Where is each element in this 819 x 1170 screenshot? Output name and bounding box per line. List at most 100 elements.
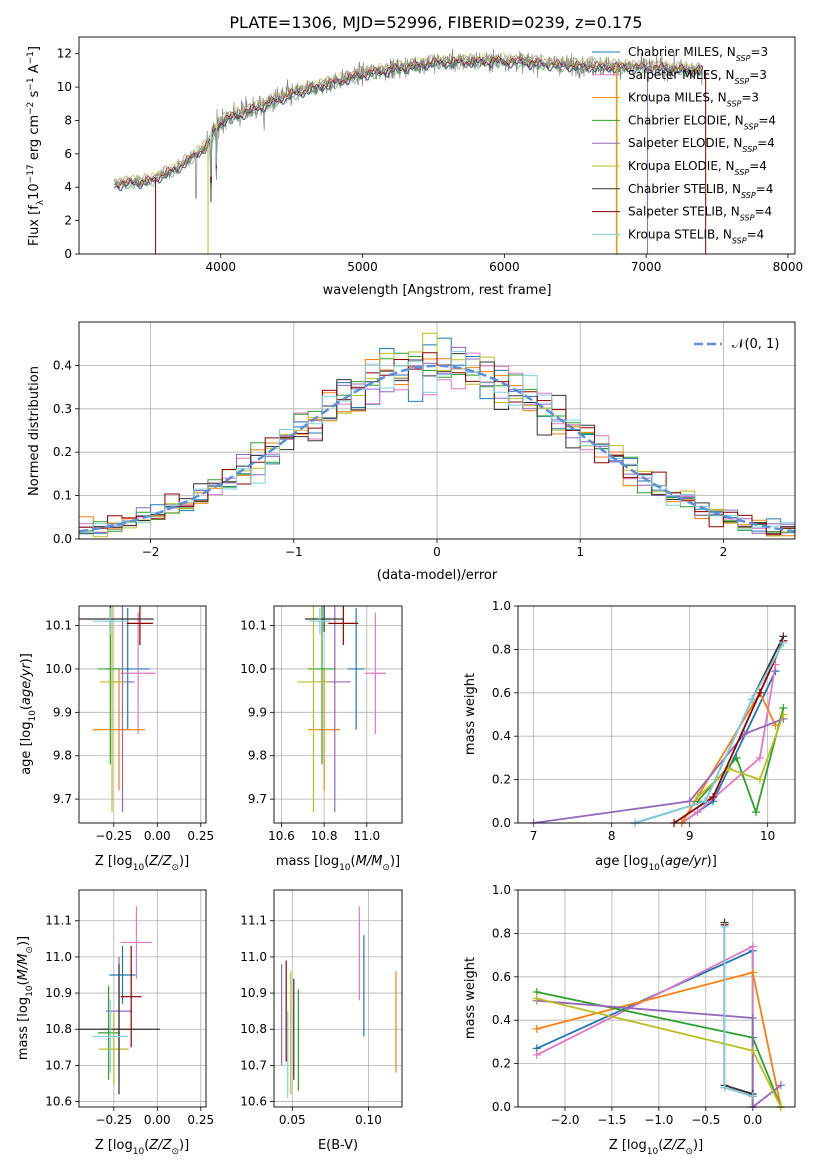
x-axis-label-part: ( bbox=[351, 854, 356, 869]
y-tick-label: 10.7 bbox=[240, 1058, 267, 1072]
y-tick-label: 1.0 bbox=[492, 883, 511, 897]
x-tick-label: 2 bbox=[720, 545, 728, 559]
y-tick-label: 11.1 bbox=[240, 914, 267, 928]
y-axis-label-part: )] bbox=[19, 653, 34, 663]
x-axis-label-part: 10 bbox=[133, 1147, 145, 1157]
y-axis-label: age [log10(age/yr)] bbox=[19, 653, 38, 775]
legend-label-sub: SSP bbox=[741, 190, 756, 199]
y-axis-label-part: erg cm bbox=[27, 115, 42, 164]
y-tick-label: 10.0 bbox=[240, 662, 267, 676]
legend-label-text: Chabrier ELODIE, N bbox=[628, 113, 744, 127]
legend-label-suffix: =3 bbox=[741, 91, 759, 105]
x-axis-label-part: ⊙ bbox=[171, 1147, 179, 1157]
x-tick-label: 0.25 bbox=[187, 1113, 214, 1127]
legend-label-sub: SSP bbox=[736, 54, 751, 63]
y-tick-label: 9.7 bbox=[248, 792, 267, 806]
y-tick-label: 9.9 bbox=[248, 705, 267, 719]
legend-label-kroupa_stelib: Kroupa STELIB, NSSP=4 bbox=[628, 227, 764, 245]
y-axis-label-part: −1 bbox=[26, 51, 36, 64]
y-tick-label: 9.7 bbox=[53, 792, 72, 806]
legend-label-kroupa_elodie: Kroupa ELODIE, NSSP=4 bbox=[628, 159, 767, 177]
x-tick-label: 6000 bbox=[489, 260, 520, 274]
y-tick-label: 2 bbox=[64, 214, 72, 228]
x-axis-label-part: Z/Z bbox=[662, 1138, 686, 1153]
x-tick-label: 4000 bbox=[206, 260, 237, 274]
x-axis-label-part: age/yr bbox=[665, 854, 708, 869]
mass-weight-marker-kroupa_stelib bbox=[748, 695, 757, 704]
mass-weight-marker-salpeter_miles bbox=[532, 1050, 541, 1059]
x-axis-label: age [log10(age/yr)] bbox=[595, 854, 717, 873]
legend-label-normal: 𝒩(0, 1) bbox=[732, 337, 779, 352]
mass-weight-marker-kroupa_elodie bbox=[532, 994, 541, 1003]
legend-label-chabrier_miles: Chabrier MILES, NSSP=3 bbox=[628, 45, 768, 63]
x-axis-label: E(B-V) bbox=[318, 1138, 358, 1153]
x-axis-label-part: 10 bbox=[339, 863, 351, 873]
mass-weight-marker-salpeter_miles bbox=[755, 753, 764, 762]
legend-label-text: Chabrier STELIB, N bbox=[628, 182, 741, 196]
x-tick-label: 11.0 bbox=[353, 829, 380, 843]
y-tick-label: 0 bbox=[64, 247, 72, 261]
x-tick-label: 7000 bbox=[631, 260, 662, 274]
axes-frame bbox=[78, 36, 796, 255]
y-axis-label: Normed distribution bbox=[27, 366, 42, 496]
x-axis-label-part: ⊙ bbox=[382, 863, 390, 873]
legend-label-text: Kroupa STELIB, N bbox=[628, 227, 732, 241]
model-spectrum-chabrier_miles bbox=[114, 58, 703, 192]
mass-weight-line-chabrier_miles bbox=[536, 949, 754, 1107]
x-tick-label: −2 bbox=[142, 545, 160, 559]
y-axis-label-part: ] bbox=[27, 46, 42, 51]
x-tick-label: −0.25 bbox=[95, 1113, 132, 1127]
legend-label-text: Salpeter STELIB, N bbox=[628, 205, 740, 219]
y-tick-label: 10.8 bbox=[240, 1022, 267, 1036]
mass-weight-vs-metallicity-panel: −2.0 −1.5 −1.0 −0.5 0.0 0.0 0.2 0.4 0.6 0.8 1.0 Z [… bbox=[463, 883, 796, 1157]
x-axis-label-part: Z [log bbox=[609, 1138, 647, 1153]
y-tick-label: 1.0 bbox=[492, 599, 511, 613]
legend-label-sub: SSP bbox=[740, 213, 755, 222]
x-axis-label: (data-model)/error bbox=[377, 568, 498, 583]
mass-weight-marker-kroupa_elodie bbox=[748, 1046, 757, 1055]
mass-weight-line-kroupa_stelib bbox=[634, 642, 785, 823]
y-tick-label: 0.3 bbox=[53, 402, 72, 416]
x-axis-label-part: ⊙ bbox=[685, 1147, 693, 1157]
legend-label-text: Chabrier MILES, N bbox=[628, 45, 736, 59]
legend-label-suffix: =4 bbox=[749, 159, 767, 173]
y-tick-label: 0.6 bbox=[492, 686, 511, 700]
y-axis-label-part: Flux [f bbox=[27, 205, 42, 246]
legend-label-sub: SSP bbox=[735, 168, 750, 177]
axes-frame bbox=[273, 889, 403, 1108]
legend-label-sub: SSP bbox=[727, 99, 742, 108]
y-tick-label: 0.4 bbox=[53, 358, 72, 372]
y-tick-label: 11.1 bbox=[45, 914, 72, 928]
y-axis-label: mass weight bbox=[463, 673, 478, 755]
spectrum-panel: 4000 5000 6000 7000 8000 0 2 4 6 8 10 12 wavelength … bbox=[26, 36, 804, 298]
x-axis-label-part: )] bbox=[390, 854, 400, 869]
axes-frame bbox=[273, 605, 403, 824]
x-axis-label-part: ( bbox=[144, 1138, 149, 1153]
legend-label-suffix: =4 bbox=[756, 182, 774, 196]
mass-weight-marker-salpeter_stelib bbox=[755, 688, 764, 697]
y-axis-label-part: λ bbox=[36, 199, 46, 205]
y-axis-label: Flux [fλ10−17 erg cm−2 s−1 A−1] bbox=[26, 46, 46, 246]
y-axis-label-part: −2 bbox=[26, 102, 36, 115]
mass-weight-line-salpeter_miles bbox=[681, 664, 777, 823]
x-tick-label: 8000 bbox=[773, 260, 804, 274]
legend-label-chabrier_elodie: Chabrier ELODIE, NSSP=4 bbox=[628, 113, 776, 130]
legend-label-sub: SSP bbox=[742, 145, 757, 154]
mass-weight-marker-kroupa_miles bbox=[748, 968, 757, 977]
y-tick-label: 9.8 bbox=[248, 749, 267, 763]
x-axis-label-part: )] bbox=[179, 854, 189, 869]
model-spectrum-chabrier_elodie bbox=[114, 58, 703, 190]
model-spectrum-salpeter_stelib bbox=[114, 56, 704, 189]
model-spectrum-salpeter_elodie bbox=[114, 55, 703, 188]
mass-weight-line-salpeter_stelib bbox=[723, 924, 753, 1098]
x-axis-label-part: 10 bbox=[133, 863, 145, 873]
x-axis-label-part: ( bbox=[658, 1138, 663, 1153]
y-axis-label-part: ( bbox=[19, 705, 34, 710]
legend-label-kroupa_miles: Kroupa MILES, NSSP=3 bbox=[628, 91, 759, 109]
y-axis-label-part: s bbox=[27, 90, 42, 101]
mass-weight-marker-kroupa_stelib bbox=[779, 638, 788, 647]
legend-label-suffix: =4 bbox=[757, 136, 775, 150]
mass-weight-marker-salpeter_stelib bbox=[709, 792, 718, 801]
mass-weight-marker-kroupa_stelib bbox=[720, 1083, 729, 1092]
legend-label-suffix: =3 bbox=[750, 45, 768, 59]
